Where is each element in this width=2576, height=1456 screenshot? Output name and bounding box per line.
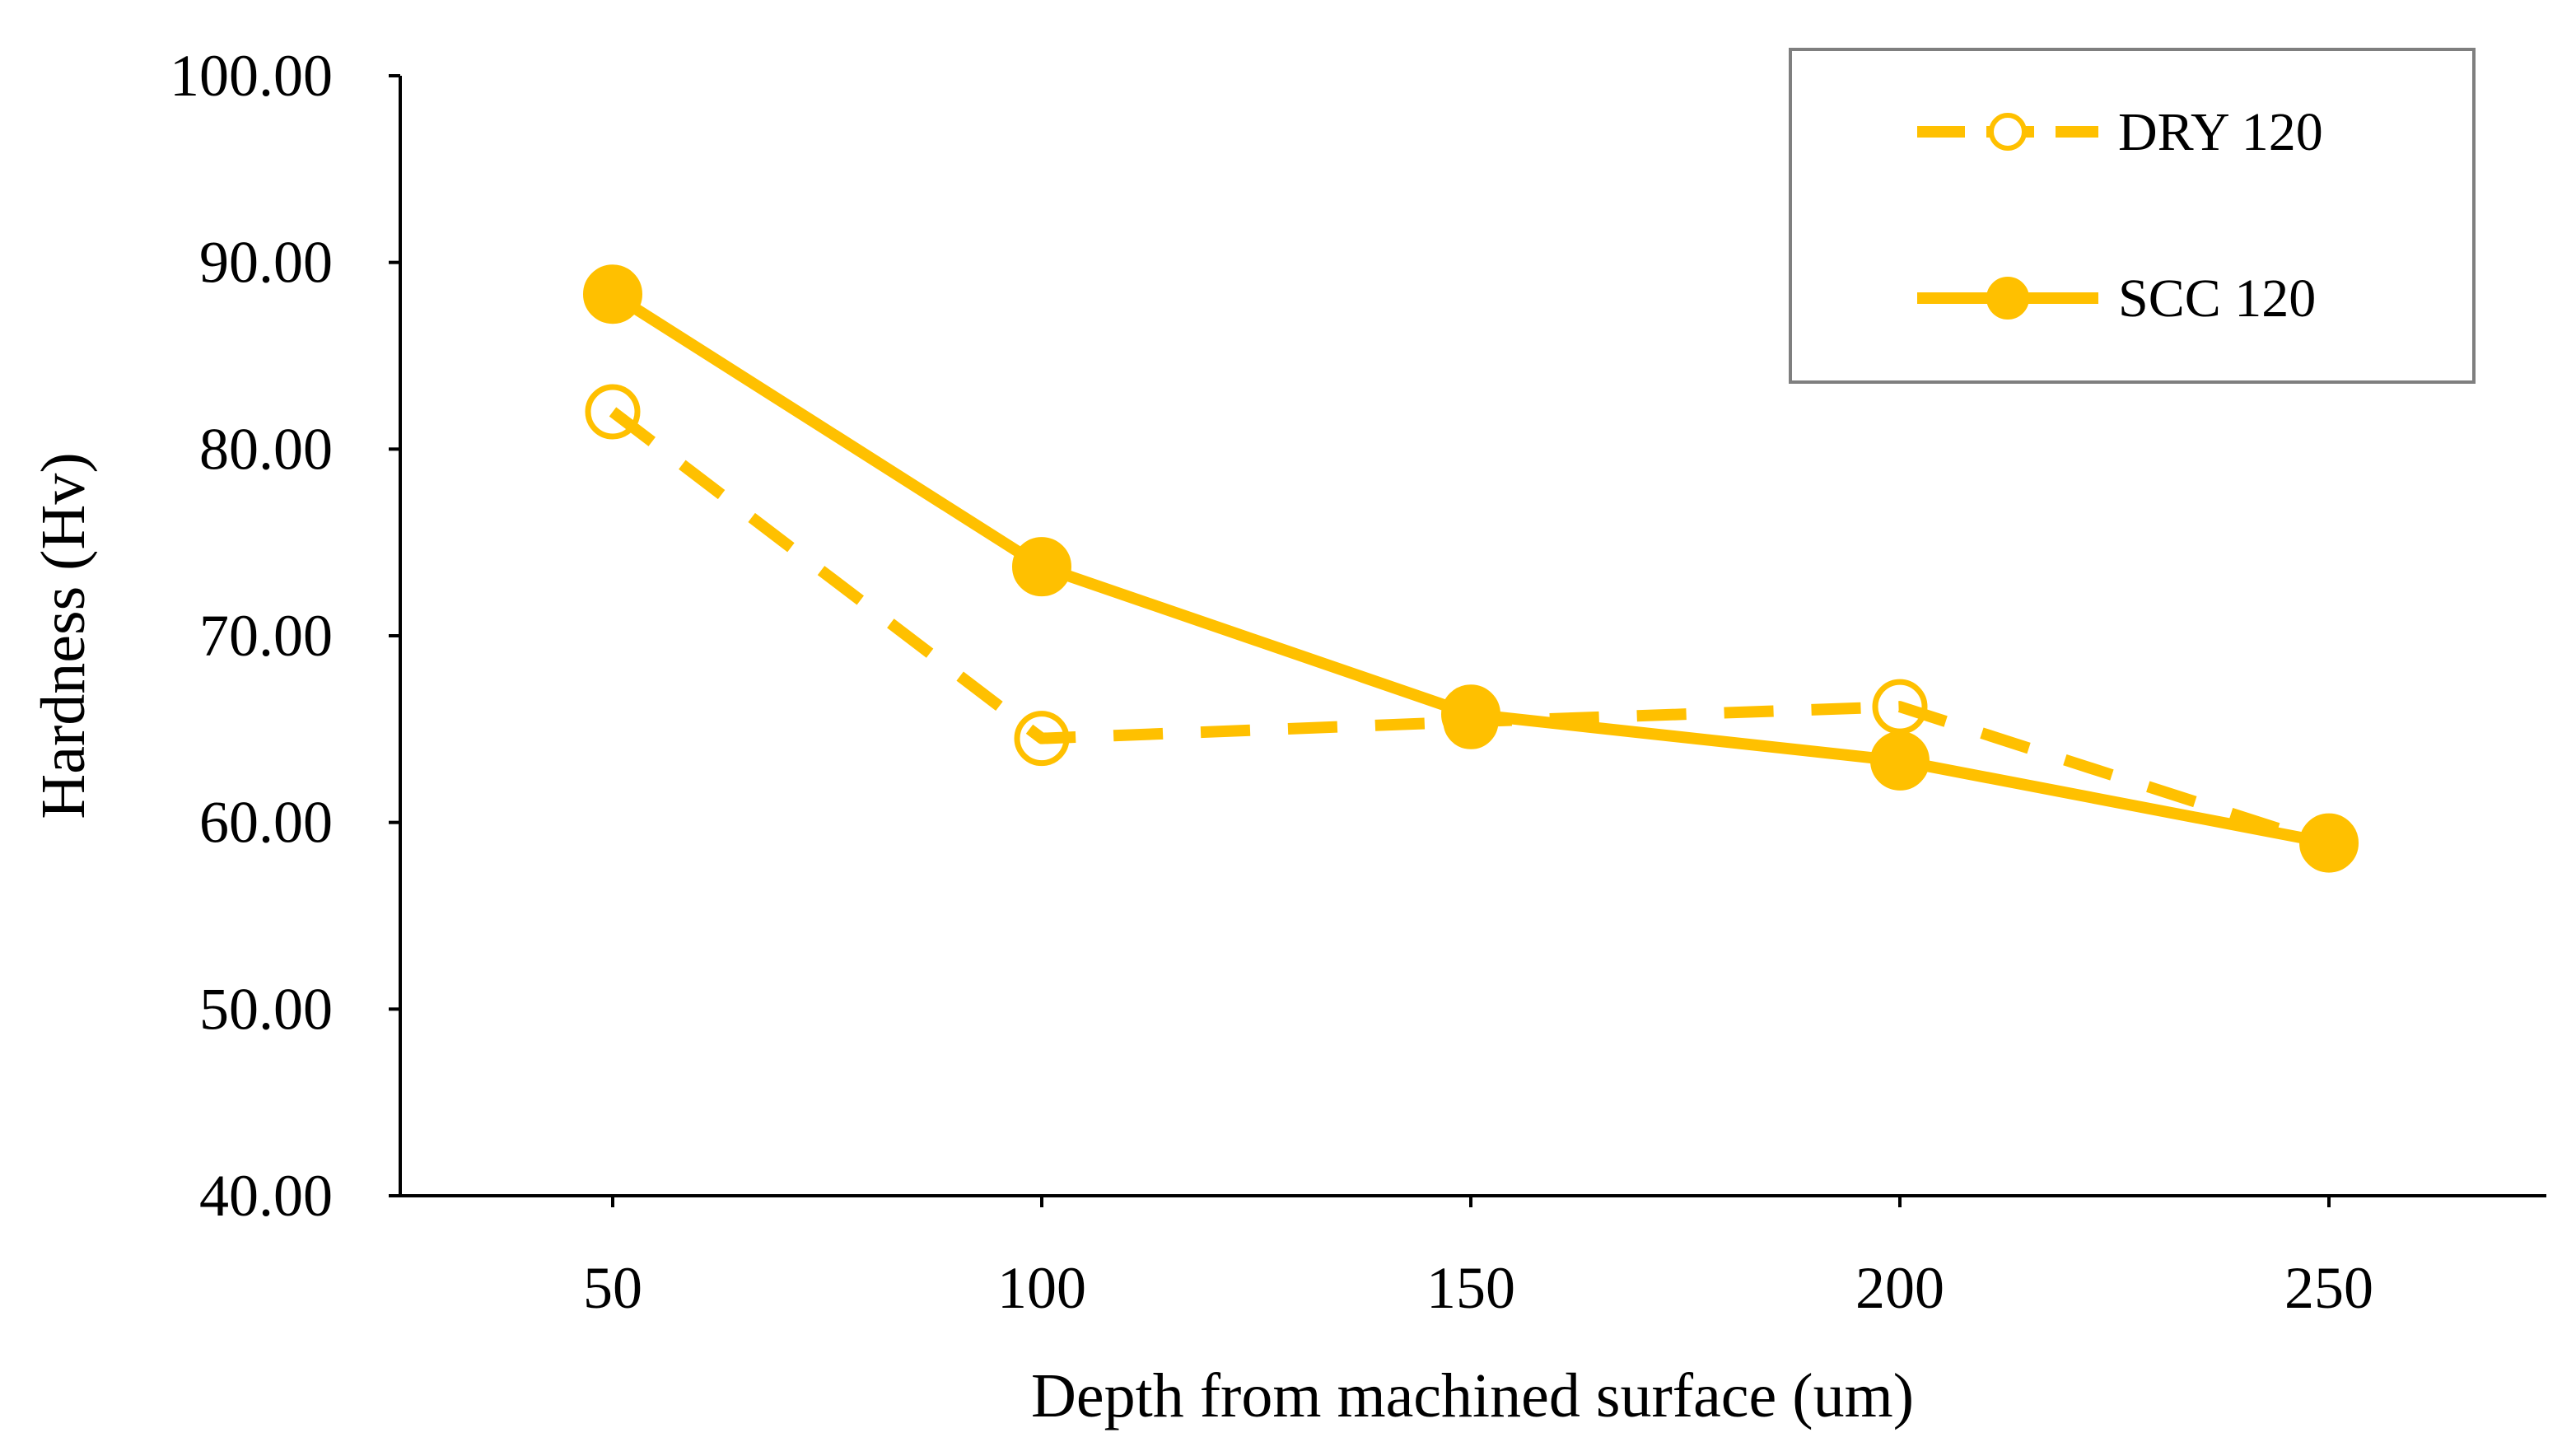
legend-dry-label: DRY 120 [2118,102,2323,162]
y-tick-label: 40.00 [199,1163,333,1229]
legend-dry-marker [1989,113,2027,151]
series-line-dry-120 [609,407,2331,851]
data-point-scc-120 [1441,684,1500,744]
x-tick-label: 50 [583,1255,642,1321]
x-tick-label: 250 [2284,1255,2373,1321]
x-tick-label: 200 [1855,1255,1944,1321]
y-tick-label: 70.00 [199,603,333,669]
x-ticks: 50 100 150 200 250 [583,1196,2373,1321]
legend-box [1789,48,2476,384]
data-point-dry-120 [1014,711,1070,767]
legend-scc-marker [1986,277,2029,320]
legend-scc-label: SCC 120 [2118,268,2316,329]
data-point-scc-120 [1870,730,1930,791]
data-point-scc-120 [1012,537,1071,597]
y-tick-label: 50.00 [199,976,333,1042]
y-tick-label: 60.00 [199,790,333,856]
data-point-scc-120 [2299,813,2359,873]
y-tick-label: 80.00 [199,416,333,482]
data-point-dry-120 [585,384,641,440]
legend: DRY 120 SCC 120 [1789,48,2476,384]
y-tick-label: 100.00 [170,43,333,109]
series-markers [583,264,2359,873]
y-ticks: 40.00 50.00 60.00 70.00 80.00 90.00 100.00 [170,43,400,1229]
x-tick-label: 100 [997,1255,1086,1321]
x-axis-title: Depth from machined surface (um) [1031,1361,1914,1430]
x-tick-label: 150 [1426,1255,1515,1321]
data-point-dry-120 [1872,679,1928,735]
y-axis-title: Hardness (Hv) [29,452,98,819]
y-tick-label: 90.00 [199,230,333,296]
data-point-scc-120 [583,264,642,324]
